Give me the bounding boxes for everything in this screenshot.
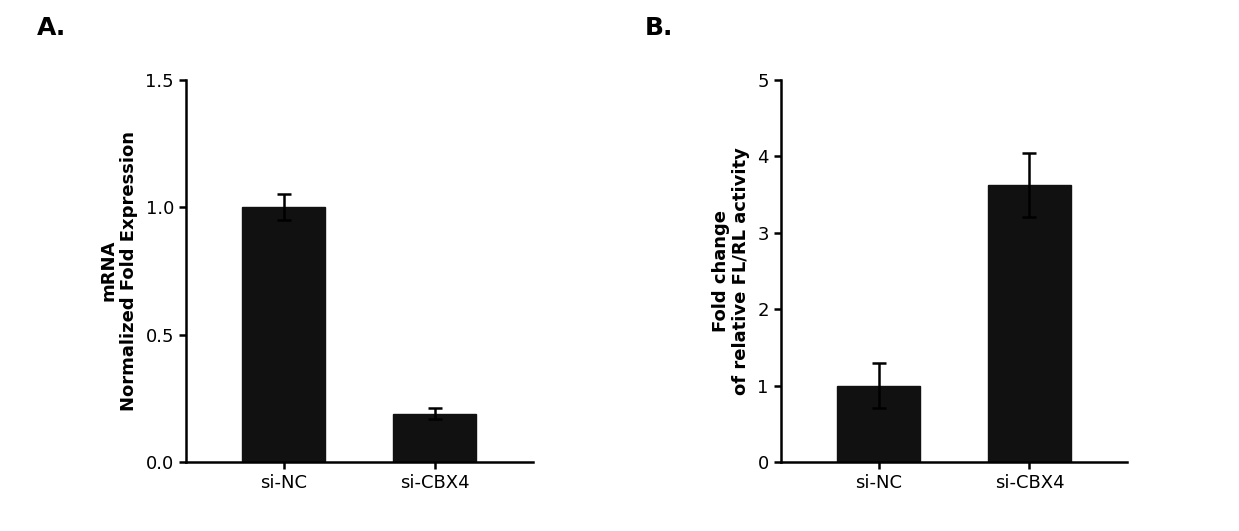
Bar (243, 207, 326, 462)
Bar (987, 185, 1070, 462)
Text: B.: B. (644, 16, 673, 40)
Y-axis label: Fold change
of relative FL/RL activity: Fold change of relative FL/RL activity (711, 147, 751, 395)
Y-axis label: mRNA
Normalized Fold Expression: mRNA Normalized Fold Expression (99, 131, 139, 411)
Text: A.: A. (37, 16, 67, 40)
Bar (393, 414, 476, 462)
Bar (838, 386, 921, 462)
